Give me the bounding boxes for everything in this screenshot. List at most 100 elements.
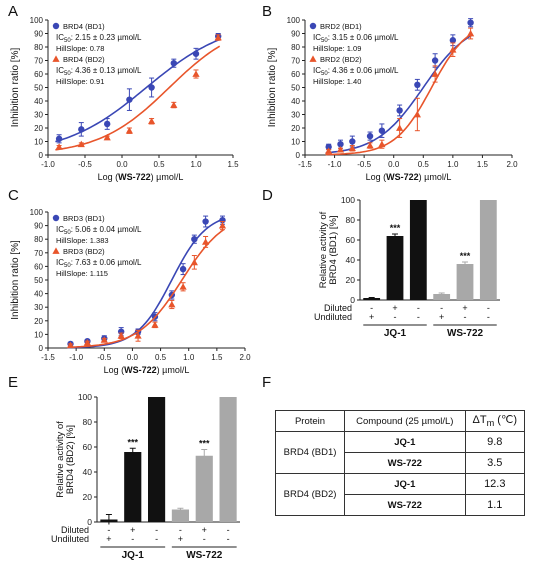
relative-activity-chart-d: 0 20 40 60 80 100 Relative activity of BRD4 (BD… — [314, 195, 500, 339]
data-point — [100, 336, 108, 343]
data-point — [214, 33, 222, 41]
y-tick-label: 50 — [291, 84, 300, 93]
data-point — [467, 29, 475, 37]
data-point — [348, 144, 356, 152]
bar — [363, 298, 381, 300]
data-point — [170, 60, 177, 67]
ic50-subscript: 50 — [321, 71, 328, 77]
y-tick-label: 50 — [34, 84, 43, 93]
cell-compound: JQ-1 — [344, 473, 466, 495]
ic50-value: : 3.15 ± 0.06 µmol/L — [328, 33, 399, 42]
x-axis-label-compound: WS-722 — [118, 172, 151, 182]
group-label: JQ-1 — [384, 328, 407, 339]
x-axis-label-post: ) µmol/L — [419, 172, 452, 182]
ic50-text: IC50: 3.15 ± 0.06 µmol/L — [313, 33, 399, 44]
cell-delta-tm: 3.5 — [464, 452, 526, 474]
series-1 — [55, 33, 222, 144]
data-point — [192, 50, 200, 57]
y-axis-label-line1: Relative activity of — [318, 211, 329, 288]
y-axis-label-line1: Relative activity of — [55, 421, 66, 498]
x-tick-label: 1.0 — [190, 160, 202, 169]
undiluted-sign: - — [394, 312, 397, 322]
series-2 — [66, 221, 227, 349]
y-tick-label: 100 — [78, 392, 92, 402]
hillslope-text: HillSlope: 1.383 — [56, 236, 109, 245]
diluted-sign: - — [417, 303, 420, 313]
data-point — [125, 127, 133, 134]
series-2 — [55, 33, 222, 151]
bar — [479, 200, 497, 300]
legend-marker — [52, 214, 60, 222]
x-tick-label: 1.0 — [183, 353, 195, 362]
undiluted-sign: + — [106, 534, 111, 544]
data-point — [134, 332, 142, 339]
legend-label: BRD2 (BD1) — [320, 22, 362, 31]
y-tick-label: 80 — [34, 235, 43, 244]
y-tick-label: 50 — [34, 276, 43, 285]
group-label: JQ-1 — [122, 550, 145, 561]
header-protein: Protein — [274, 410, 346, 432]
y-axis-label: Inhibition ratio [%] — [10, 48, 21, 128]
diluted-sign: - — [370, 303, 373, 313]
undiluted-sign: + — [439, 312, 444, 322]
x-tick-label: -0.5 — [78, 160, 92, 169]
data-point — [202, 218, 209, 225]
data-point — [378, 140, 386, 148]
ic50-subscript: 50 — [64, 38, 71, 44]
ic50-value: : 7.63 ± 0.06 µmol/L — [71, 258, 142, 267]
undiluted-sign: - — [131, 534, 134, 544]
legend-label: BRD3 (BD1) — [63, 214, 105, 223]
y-axis-label-line2: BRD4 (BD1) [%] — [328, 215, 339, 284]
data-point — [413, 110, 421, 118]
diluted-sign: - — [227, 525, 230, 535]
x-axis-label-pre: Log ( — [366, 172, 387, 182]
ic50-prefix: IC — [313, 66, 321, 75]
legend-label: BRD3 (BD2) — [63, 247, 105, 256]
bar — [386, 236, 404, 300]
undiluted-sign: - — [203, 534, 206, 544]
legend-marker — [52, 247, 60, 254]
x-tick-label: 1.5 — [227, 160, 239, 169]
data-point — [77, 140, 85, 148]
cell-compound: JQ-1 — [344, 431, 466, 453]
y-tick-label: 40 — [346, 255, 356, 265]
y-tick-label: 60 — [34, 262, 43, 271]
cell-delta-tm: 9.8 — [464, 431, 526, 453]
undiluted-sign: + — [369, 312, 374, 322]
data-point — [366, 141, 374, 149]
y-tick-label: 80 — [346, 215, 356, 225]
series-2 — [325, 27, 475, 156]
x-axis-label-post: ) µmol/L — [151, 172, 184, 182]
diluted-sign: + — [392, 303, 397, 313]
data-point — [192, 70, 200, 77]
x-axis-label: Log (WS-722) µmol/L — [98, 172, 184, 182]
dose-response-chart-b: 0 10 20 30 40 50 60 70 80 90 100 -1.5 -1.0 -0.5 0.0 0.5… — [267, 16, 518, 182]
data-point — [148, 117, 156, 125]
undiluted-sign: - — [464, 312, 467, 322]
data-point — [366, 132, 374, 140]
y-tick-label: 10 — [34, 330, 43, 339]
y-tick-label: 90 — [34, 222, 43, 231]
data-point — [179, 283, 187, 290]
thermal-shift-table: Protein Compound (25 µmol/L) ΔTm (℃) BRD… — [274, 410, 526, 516]
legend-label: BRD4 (BD1) — [63, 22, 105, 31]
panel-letter-b: B — [262, 3, 272, 20]
undiluted-sign: - — [417, 312, 420, 322]
y-tick-label: 20 — [291, 124, 300, 133]
x-tick-label: 1.5 — [211, 353, 223, 362]
panel-letter-a: A — [8, 3, 18, 20]
y-tick-label: 20 — [34, 124, 43, 133]
x-tick-label: 0.5 — [153, 160, 165, 169]
ic50-text: IC50: 5.06 ± 0.04 µmol/L — [56, 225, 142, 236]
data-point — [337, 141, 344, 148]
ic50-prefix: IC — [313, 33, 321, 42]
x-tick-label: -1.5 — [298, 160, 312, 169]
ic50-prefix: IC — [56, 258, 64, 267]
relative-activity-chart-e: 0 20 40 60 80 100 Relative activity of BRD4 (BD… — [51, 392, 240, 561]
y-axis-label: Inhibition ratio [%] — [267, 48, 278, 128]
data-point — [55, 135, 63, 142]
data-point — [104, 120, 111, 128]
x-tick-label: 0.0 — [127, 353, 139, 362]
ic50-text: IC50: 2.15 ± 0.23 µmol/L — [56, 33, 142, 44]
